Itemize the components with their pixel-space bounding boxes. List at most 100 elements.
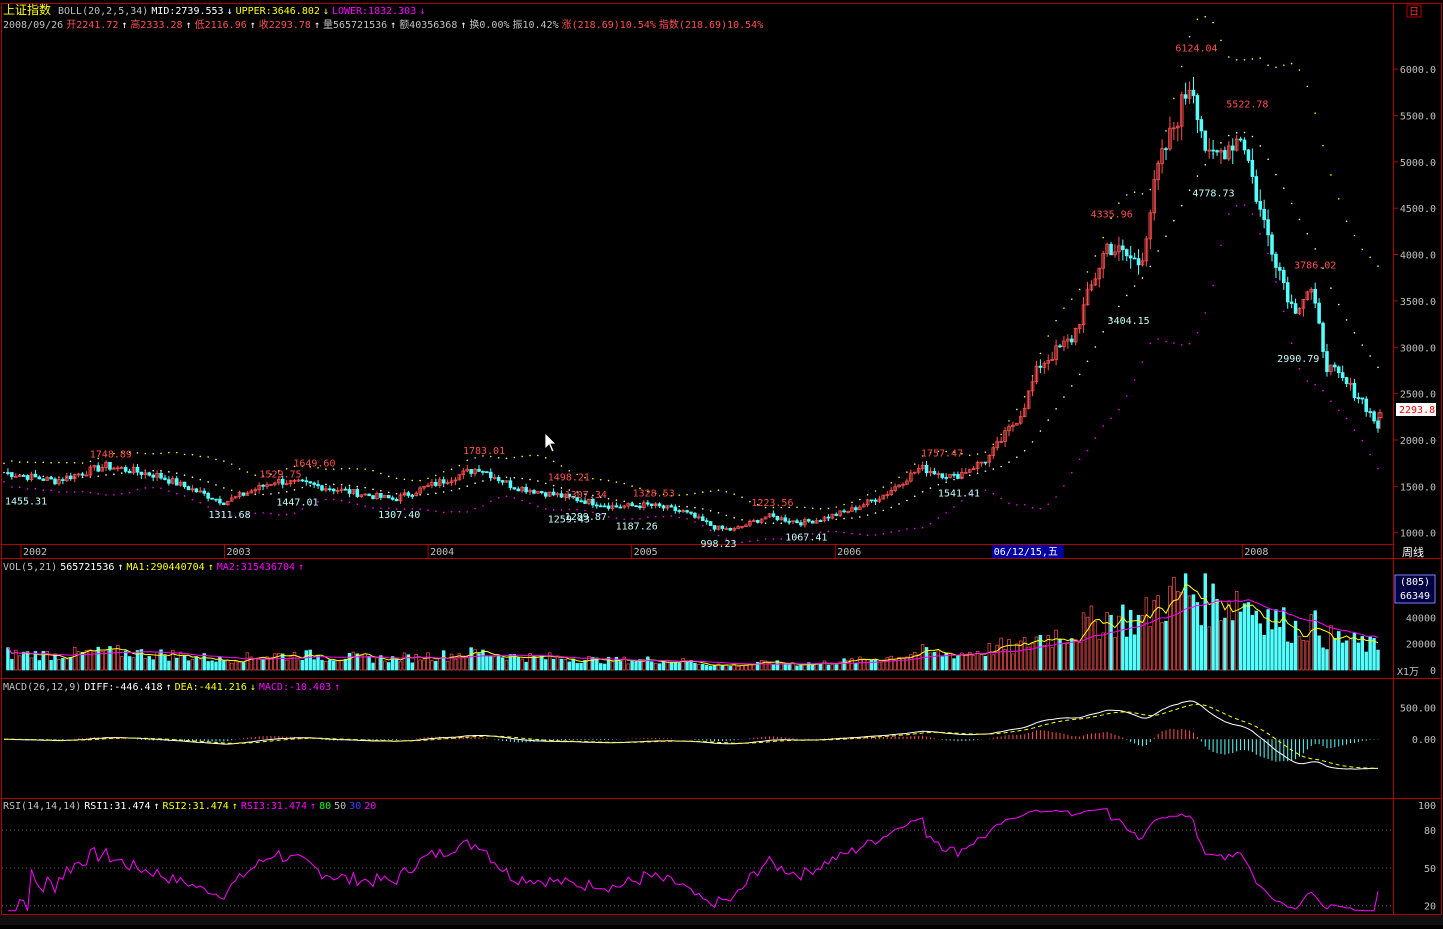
volume-bar — [343, 658, 348, 671]
boll-upper-dot — [1173, 97, 1175, 100]
candle-body — [932, 471, 937, 475]
rsi-curve — [7, 808, 1379, 912]
candle-body — [905, 480, 909, 485]
volume-y-tick-label: 40000 — [1406, 613, 1436, 624]
candle-body — [826, 516, 831, 519]
candle-body — [363, 493, 367, 496]
candle-body — [292, 479, 297, 482]
candle-body — [288, 480, 293, 485]
boll-mid-dot — [270, 493, 272, 495]
volume-bar — [956, 654, 960, 671]
boll-lower-dot — [639, 518, 641, 520]
candle-body — [229, 497, 234, 502]
volume-bar — [1289, 642, 1294, 671]
volume-bar — [810, 664, 815, 671]
boll-mid-dot — [42, 475, 45, 478]
volume-bar — [430, 660, 434, 671]
close-box-icon[interactable] — [1406, 4, 1422, 18]
volume-bar — [1128, 609, 1133, 671]
boll-mid-dot — [623, 500, 626, 503]
boll-lower-dot — [701, 524, 704, 527]
volume-bar — [1274, 609, 1278, 671]
boll-upper-dot — [835, 506, 838, 508]
candle-body — [1066, 338, 1070, 342]
quote-item: ↑ — [390, 20, 396, 31]
boll-upper-dot — [238, 468, 241, 470]
volume-bar — [653, 663, 658, 671]
candle-body — [1250, 160, 1255, 177]
boll-upper-dot — [968, 454, 971, 457]
boll-lower-dot — [631, 518, 633, 520]
candle-body — [222, 502, 226, 506]
volume-bar — [324, 661, 328, 671]
boll-upper-dot — [961, 453, 963, 455]
volume-bar — [186, 660, 191, 671]
volume-bar — [991, 654, 996, 671]
boll-mid-dot — [741, 518, 743, 521]
boll-lower-dot — [372, 507, 374, 509]
boll-mid-dot — [285, 490, 288, 493]
candle-body — [33, 473, 38, 478]
candle-body — [1368, 411, 1372, 413]
candle-body — [1329, 364, 1333, 373]
volume-bar — [347, 653, 352, 671]
boll-lower-dot — [529, 502, 531, 505]
boll-mid-dot — [1259, 145, 1262, 147]
boll-upper-dot — [1196, 18, 1199, 21]
boll-upper-dot — [906, 471, 908, 473]
volume-bar — [697, 663, 701, 671]
volume-bar — [1211, 583, 1215, 671]
volume-bar — [175, 657, 179, 671]
boll-lower-dot — [175, 492, 178, 495]
boll-mid-dot — [348, 484, 351, 487]
boll-lower-dot — [709, 529, 712, 532]
candle-body — [473, 468, 477, 474]
boll-lower-dot — [764, 538, 767, 540]
candle-body — [496, 477, 501, 481]
candle-body — [818, 520, 823, 522]
candle-body — [1148, 212, 1153, 240]
volume-bar — [634, 661, 638, 671]
volume-bar — [1321, 647, 1325, 671]
volume-bar — [371, 662, 375, 671]
candle-body — [241, 492, 246, 496]
candle-body — [901, 483, 905, 486]
boll-lower-dot — [1173, 342, 1175, 344]
volume-legend-item: ↑ — [298, 562, 304, 573]
candle-body — [1081, 304, 1086, 325]
period-box[interactable] — [1394, 545, 1441, 558]
boll-lower-dot — [662, 515, 665, 518]
boll-legend-item: ↓ — [419, 6, 425, 17]
boll-lower-dot — [835, 530, 838, 533]
volume-bar — [449, 653, 454, 671]
volume-bar — [1183, 573, 1188, 671]
macd-y-tick-label: 500.00 — [1400, 704, 1436, 715]
boll-mid-dot — [223, 487, 225, 489]
volume-bar — [551, 658, 556, 671]
boll-lower-dot — [340, 499, 343, 502]
boll-lower-dot — [58, 491, 60, 493]
volume-unit-label: X1万 — [1397, 667, 1419, 678]
candle-body — [657, 503, 662, 507]
candle-body — [1215, 150, 1219, 153]
boll-mid-dot — [1243, 131, 1246, 134]
boll-lower-dot — [26, 488, 29, 490]
candle-body — [410, 495, 415, 497]
candle-body — [206, 492, 210, 499]
rsi-legend-item: ↑ — [310, 801, 316, 812]
period-label[interactable]: 周线 — [1402, 545, 1424, 559]
candle-body — [1227, 145, 1231, 160]
candle-body — [1199, 119, 1204, 132]
volume-legend-item: MA1:290440704 — [126, 562, 204, 573]
boll-mid-dot — [1290, 202, 1293, 205]
boll-lower-dot — [819, 531, 822, 533]
candle-body — [873, 499, 878, 502]
candle-body — [1285, 282, 1290, 303]
boll-lower-dot — [866, 534, 869, 537]
boll-upper-dot — [843, 503, 845, 506]
boll-mid-dot — [898, 503, 900, 505]
boll-lower-dot — [1031, 507, 1034, 509]
volume-info-bottom: 66349 — [1400, 591, 1430, 602]
boll-mid-dot — [694, 506, 696, 509]
